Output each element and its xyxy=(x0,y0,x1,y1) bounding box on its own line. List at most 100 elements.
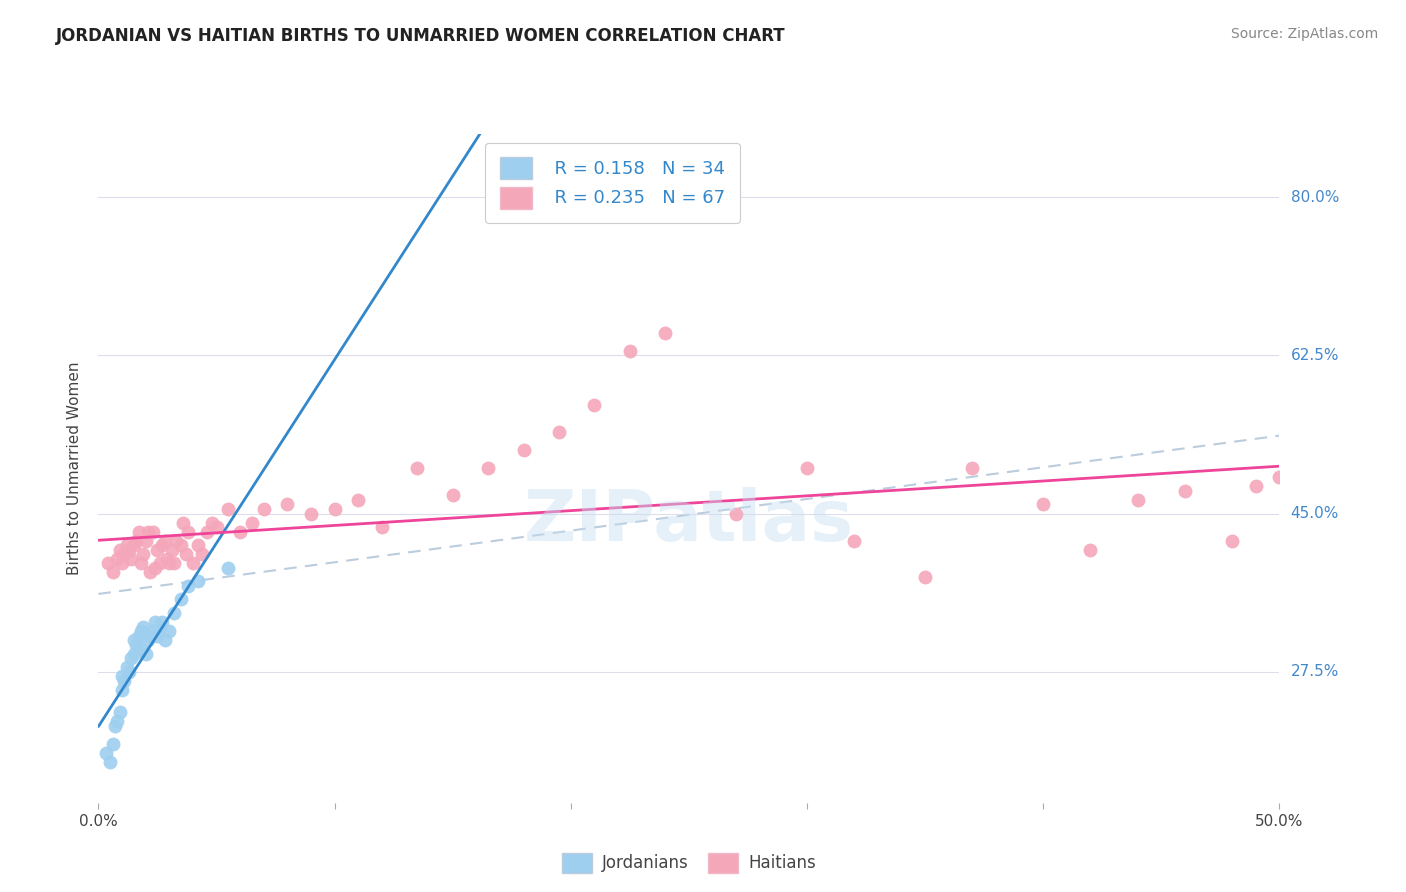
Point xyxy=(125,533,148,548)
Text: JORDANIAN VS HAITIAN BIRTHS TO UNMARRIED WOMEN CORRELATION CHART: JORDANIAN VS HAITIAN BIRTHS TO UNMARRIED… xyxy=(56,27,786,45)
Point xyxy=(163,556,186,570)
Point xyxy=(441,488,464,502)
Text: 27.5%: 27.5% xyxy=(1291,665,1339,679)
Point xyxy=(1268,470,1291,484)
Point xyxy=(97,556,120,570)
Point xyxy=(150,538,173,552)
Point xyxy=(142,624,165,638)
Point xyxy=(548,425,571,439)
Text: 80.0%: 80.0% xyxy=(1291,190,1339,204)
Y-axis label: Births to Unmarried Women: Births to Unmarried Women xyxy=(67,361,83,575)
Point xyxy=(276,498,298,512)
Point xyxy=(160,542,183,557)
Point xyxy=(122,647,145,661)
Point xyxy=(323,502,346,516)
Point xyxy=(172,516,194,530)
Point xyxy=(129,556,152,570)
Point xyxy=(654,326,676,340)
Point xyxy=(111,682,134,697)
Point xyxy=(217,502,239,516)
Point xyxy=(725,507,748,521)
Point xyxy=(240,516,263,530)
Point xyxy=(153,633,176,648)
Point xyxy=(619,343,641,358)
Point xyxy=(121,651,143,665)
Point xyxy=(121,551,143,566)
Point xyxy=(156,551,179,566)
Point xyxy=(101,737,124,751)
Point xyxy=(844,533,866,548)
Point xyxy=(1244,479,1267,493)
Point xyxy=(1220,533,1243,548)
Point xyxy=(143,560,166,574)
Point xyxy=(98,755,121,769)
Point xyxy=(477,461,499,475)
Point xyxy=(94,746,117,760)
Point xyxy=(129,624,152,638)
Point xyxy=(104,719,127,733)
Point xyxy=(1080,542,1102,557)
Text: 45.0%: 45.0% xyxy=(1291,506,1339,521)
Point xyxy=(128,524,150,539)
Point xyxy=(118,665,141,679)
Point xyxy=(135,533,157,548)
Point xyxy=(115,538,138,552)
Point xyxy=(125,638,148,652)
Point xyxy=(583,398,606,412)
Point xyxy=(142,524,165,539)
Point xyxy=(149,556,172,570)
Point xyxy=(129,642,152,657)
Point xyxy=(229,524,252,539)
Point xyxy=(195,524,218,539)
Point xyxy=(150,615,173,629)
Point xyxy=(146,542,169,557)
Point xyxy=(371,520,394,534)
Point xyxy=(170,592,193,607)
Point xyxy=(187,574,209,589)
Point xyxy=(962,461,984,475)
Point xyxy=(101,566,124,580)
Point xyxy=(139,629,162,643)
Text: ZIPatlas: ZIPatlas xyxy=(524,487,853,557)
Point xyxy=(201,516,224,530)
Point xyxy=(112,547,135,561)
Point xyxy=(170,538,193,552)
Point xyxy=(111,669,134,683)
Point xyxy=(105,714,128,729)
Point xyxy=(347,492,370,507)
Point xyxy=(135,647,157,661)
Point xyxy=(105,551,128,566)
Point xyxy=(118,542,141,557)
Point xyxy=(122,633,145,648)
Point xyxy=(108,706,131,720)
Text: 62.5%: 62.5% xyxy=(1291,348,1339,363)
Point xyxy=(111,556,134,570)
Point xyxy=(128,629,150,643)
Point xyxy=(157,624,180,638)
Point xyxy=(149,619,172,633)
Legend: Jordanians, Haitians: Jordanians, Haitians xyxy=(554,845,824,881)
Point xyxy=(1126,492,1149,507)
Point xyxy=(146,629,169,643)
Point xyxy=(122,538,145,552)
Point xyxy=(177,524,200,539)
Point xyxy=(153,533,176,548)
Point xyxy=(205,520,228,534)
Point xyxy=(136,524,159,539)
Point xyxy=(181,556,204,570)
Point xyxy=(217,560,239,574)
Point xyxy=(136,633,159,648)
Point xyxy=(406,461,429,475)
Point xyxy=(796,461,818,475)
Point xyxy=(132,619,155,633)
Point xyxy=(163,606,186,620)
Point xyxy=(174,547,197,561)
Point xyxy=(253,502,276,516)
Point xyxy=(115,660,138,674)
Point xyxy=(112,673,135,688)
Point xyxy=(512,443,534,458)
Point xyxy=(187,538,209,552)
Point xyxy=(1032,498,1054,512)
Text: Source: ZipAtlas.com: Source: ZipAtlas.com xyxy=(1230,27,1378,41)
Point xyxy=(914,570,936,584)
